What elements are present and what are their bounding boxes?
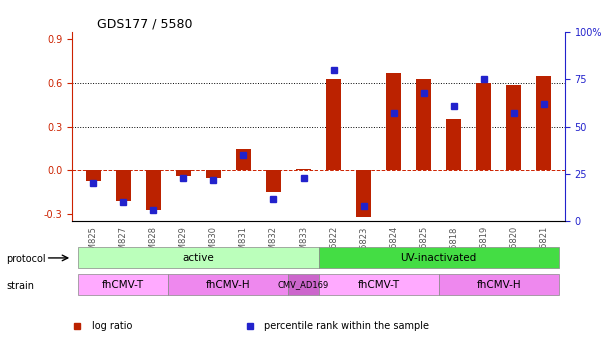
Text: CMV_AD169: CMV_AD169 bbox=[278, 280, 329, 289]
Text: fhCMV-T: fhCMV-T bbox=[358, 280, 400, 290]
Bar bbox=[356, 170, 371, 217]
Bar bbox=[326, 79, 341, 170]
Text: UV-inactivated: UV-inactivated bbox=[401, 253, 477, 263]
FancyBboxPatch shape bbox=[319, 274, 439, 295]
Text: strain: strain bbox=[6, 281, 34, 291]
Bar bbox=[236, 149, 251, 170]
FancyBboxPatch shape bbox=[439, 274, 559, 295]
FancyBboxPatch shape bbox=[78, 247, 319, 268]
Text: percentile rank within the sample: percentile rank within the sample bbox=[264, 321, 429, 331]
Bar bbox=[296, 169, 311, 170]
Bar bbox=[416, 79, 431, 170]
Text: GDS177 / 5580: GDS177 / 5580 bbox=[97, 18, 192, 31]
Bar bbox=[506, 85, 521, 170]
Bar bbox=[85, 170, 100, 181]
Bar bbox=[536, 76, 551, 170]
Text: active: active bbox=[183, 253, 214, 263]
FancyBboxPatch shape bbox=[168, 274, 288, 295]
Text: log ratio: log ratio bbox=[92, 321, 132, 331]
Bar bbox=[446, 120, 461, 170]
Bar bbox=[175, 170, 191, 176]
Bar bbox=[386, 73, 401, 170]
Text: fhCMV-T: fhCMV-T bbox=[102, 280, 144, 290]
Bar bbox=[266, 170, 281, 192]
Text: fhCMV-H: fhCMV-H bbox=[477, 280, 521, 290]
Bar bbox=[115, 170, 130, 201]
FancyBboxPatch shape bbox=[319, 247, 559, 268]
Text: fhCMV-H: fhCMV-H bbox=[206, 280, 251, 290]
Bar bbox=[206, 170, 221, 178]
Text: protocol: protocol bbox=[6, 254, 46, 264]
FancyBboxPatch shape bbox=[78, 274, 168, 295]
Bar bbox=[476, 83, 491, 170]
FancyBboxPatch shape bbox=[288, 274, 319, 295]
Bar bbox=[145, 170, 160, 210]
